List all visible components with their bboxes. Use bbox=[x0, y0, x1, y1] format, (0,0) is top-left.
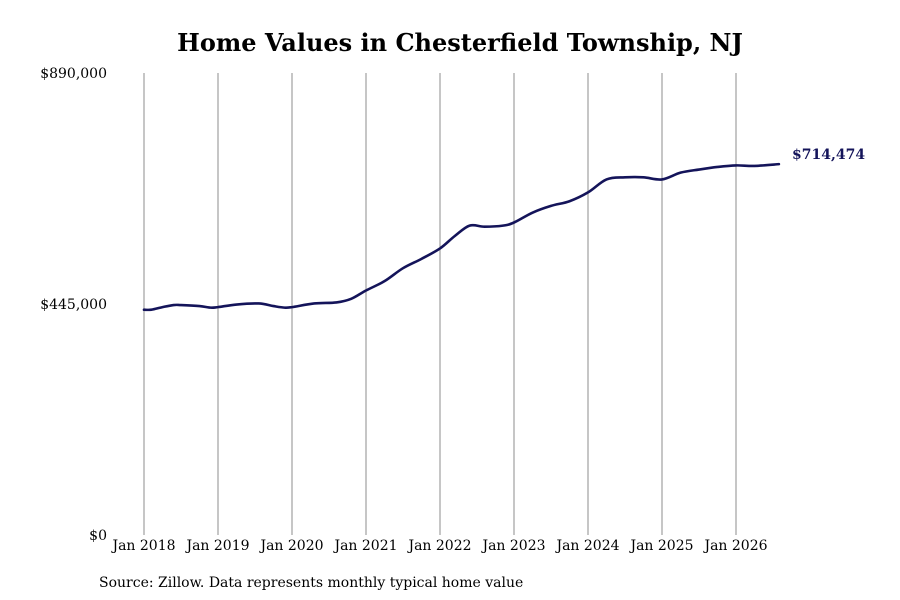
x-tick-label: Jan 2020 bbox=[258, 538, 323, 554]
x-tick-label: Jan 2018 bbox=[110, 538, 175, 554]
x-tick-label: Jan 2024 bbox=[554, 538, 619, 554]
x-axis-tick-labels: Jan 2018 Jan 2019 Jan 2020 Jan 2021 Jan 2022… bbox=[110, 538, 767, 554]
x-tick-label: Jan 2023 bbox=[480, 538, 545, 554]
y-tick-label: $445,000 bbox=[40, 297, 107, 313]
source-note: Source: Zillow. Data represents monthly … bbox=[99, 575, 523, 591]
y-axis-tick-labels: $0 $445,000 $890,000 bbox=[40, 66, 107, 544]
y-tick-label: $890,000 bbox=[40, 66, 107, 82]
x-tick-label: Jan 2025 bbox=[628, 538, 693, 554]
chart-title: Home Values in Chesterfield Township, NJ bbox=[177, 28, 743, 57]
x-tick-label: Jan 2022 bbox=[406, 538, 471, 554]
x-tick-label: Jan 2021 bbox=[332, 538, 397, 554]
latest-value-label: $714,474 bbox=[792, 147, 865, 163]
x-tick-label: Jan 2026 bbox=[702, 538, 767, 554]
x-tick-label: Jan 2019 bbox=[184, 538, 249, 554]
vertical-grid-lines bbox=[143, 73, 737, 535]
home-value-line bbox=[142, 162, 781, 312]
y-tick-label: $0 bbox=[89, 528, 107, 544]
